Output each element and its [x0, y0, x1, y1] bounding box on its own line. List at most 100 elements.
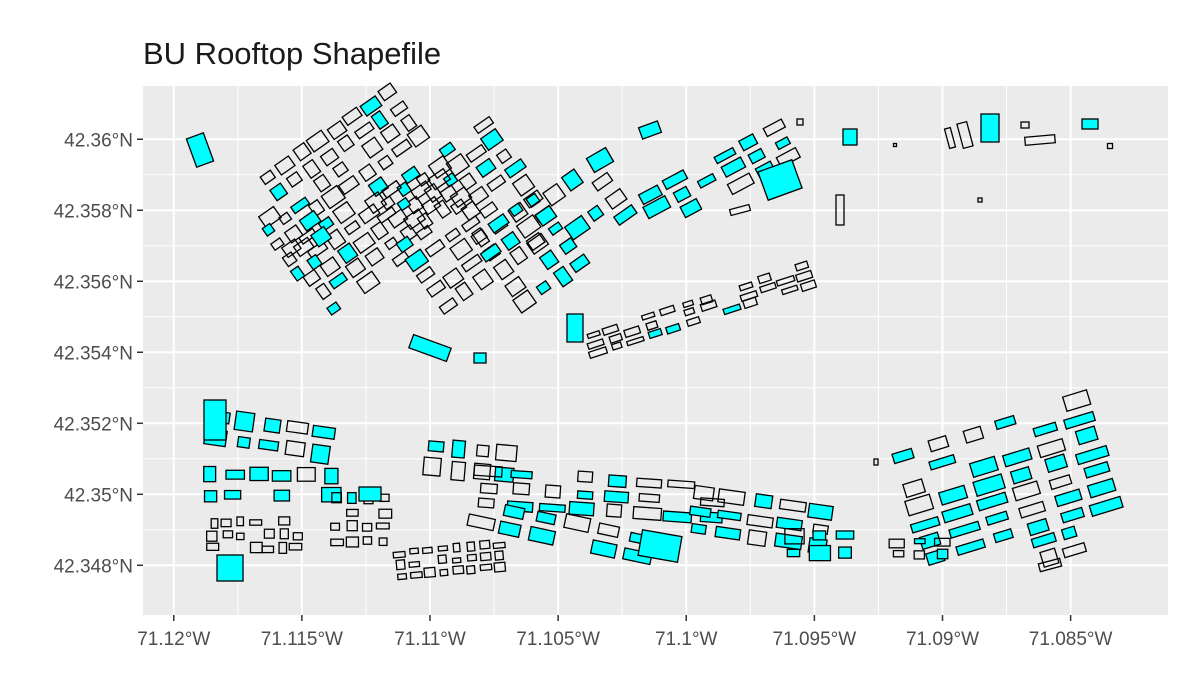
building-footprints — [185, 82, 1124, 582]
building-footprint — [1024, 134, 1056, 146]
building-footprint — [269, 237, 285, 252]
building-footprint — [400, 165, 421, 185]
building-footprint — [345, 536, 360, 548]
building-footprint — [263, 417, 282, 434]
building-footprint — [324, 228, 347, 251]
building-footprint — [992, 528, 1014, 544]
building-footprint — [812, 530, 827, 541]
building-footprint — [444, 227, 462, 243]
building-footprint — [738, 281, 754, 292]
building-footprint — [544, 484, 562, 499]
building-footprint — [467, 185, 490, 207]
building-footprint — [292, 532, 303, 541]
building-footprint — [941, 502, 974, 524]
building-footprint — [1026, 517, 1050, 537]
building-footprint — [741, 296, 759, 310]
y-tick-label: 42.354°N — [54, 343, 133, 364]
building-footprint — [713, 146, 737, 165]
building-footprint — [1061, 541, 1088, 559]
building-footprint — [510, 469, 533, 480]
building-footprint — [658, 304, 676, 317]
building-footprint — [699, 293, 714, 306]
building-footprint — [737, 133, 759, 152]
building-footprint — [305, 129, 330, 153]
y-tick-label: 42.35°N — [64, 485, 133, 506]
building-footprint — [722, 303, 742, 316]
building-footprint — [493, 561, 507, 573]
building-footprint — [263, 528, 275, 539]
building-footprint — [1030, 531, 1058, 549]
building-footprint — [1074, 444, 1110, 466]
building-footprint — [441, 267, 465, 290]
building-footprint — [222, 530, 234, 539]
building-footprint — [407, 333, 453, 363]
building-footprint — [586, 329, 602, 340]
building-footprint — [538, 502, 567, 514]
x-tick-label: 71.085°W — [1029, 629, 1113, 650]
building-footprint — [492, 258, 515, 281]
building-footprint — [487, 212, 510, 234]
building-footprint — [563, 214, 592, 241]
building-footprint — [508, 245, 529, 266]
building-footprint — [288, 542, 303, 551]
building-footprint — [357, 163, 378, 183]
building-footprint — [937, 484, 969, 506]
building-footprint — [216, 554, 244, 582]
building-footprint — [479, 242, 503, 263]
building-footprint — [699, 299, 718, 313]
building-footprint — [568, 500, 595, 517]
building-footprint — [235, 532, 245, 541]
building-footprint — [326, 301, 342, 316]
building-footprint — [720, 156, 747, 179]
building-footprint — [909, 515, 941, 534]
building-footprint — [445, 152, 471, 177]
building-footprint — [534, 204, 558, 228]
building-footprint — [402, 208, 427, 231]
building-footprint — [396, 181, 413, 198]
building-footprint — [375, 522, 390, 530]
building-footprint — [596, 522, 621, 539]
building-footprint — [494, 550, 505, 561]
y-tick-label: 42.358°N — [54, 201, 133, 222]
building-footprint — [336, 134, 355, 153]
building-footprint — [1018, 500, 1047, 519]
building-footprint — [808, 544, 832, 562]
building-footprint — [465, 564, 476, 575]
building-footprint — [233, 410, 256, 433]
building-footprint — [358, 486, 382, 502]
building-footprint — [696, 172, 717, 189]
building-footprint — [283, 224, 304, 244]
building-footprint — [391, 250, 411, 268]
building-footprint — [319, 256, 342, 278]
building-footprint — [892, 549, 905, 558]
building-footprint — [450, 460, 467, 482]
building-footprint — [337, 174, 361, 196]
building-footprint — [913, 538, 926, 545]
building-footprint — [425, 279, 447, 298]
building-footprint — [298, 209, 322, 232]
building-footprint — [408, 560, 421, 568]
building-footprint — [370, 109, 390, 131]
building-footprint — [465, 143, 488, 164]
building-footprint — [888, 538, 905, 549]
building-footprint — [406, 124, 431, 148]
building-footprint — [344, 257, 367, 279]
building-footprint — [714, 525, 742, 541]
building-footprint — [666, 479, 696, 490]
building-footprint — [185, 131, 215, 169]
building-footprint — [623, 325, 642, 339]
building-footprint — [527, 525, 557, 546]
building-footprint — [637, 184, 664, 206]
building-footprint — [512, 482, 531, 496]
building-footprint — [404, 248, 430, 273]
building-footprint — [475, 157, 497, 179]
building-footprint — [475, 444, 490, 458]
building-footprint — [511, 173, 536, 197]
building-footprint — [289, 265, 306, 282]
building-footprint — [326, 119, 348, 141]
building-footprint — [1062, 410, 1097, 430]
building-footprint — [203, 465, 217, 483]
building-footprint — [835, 194, 845, 226]
building-footprint — [357, 203, 381, 225]
